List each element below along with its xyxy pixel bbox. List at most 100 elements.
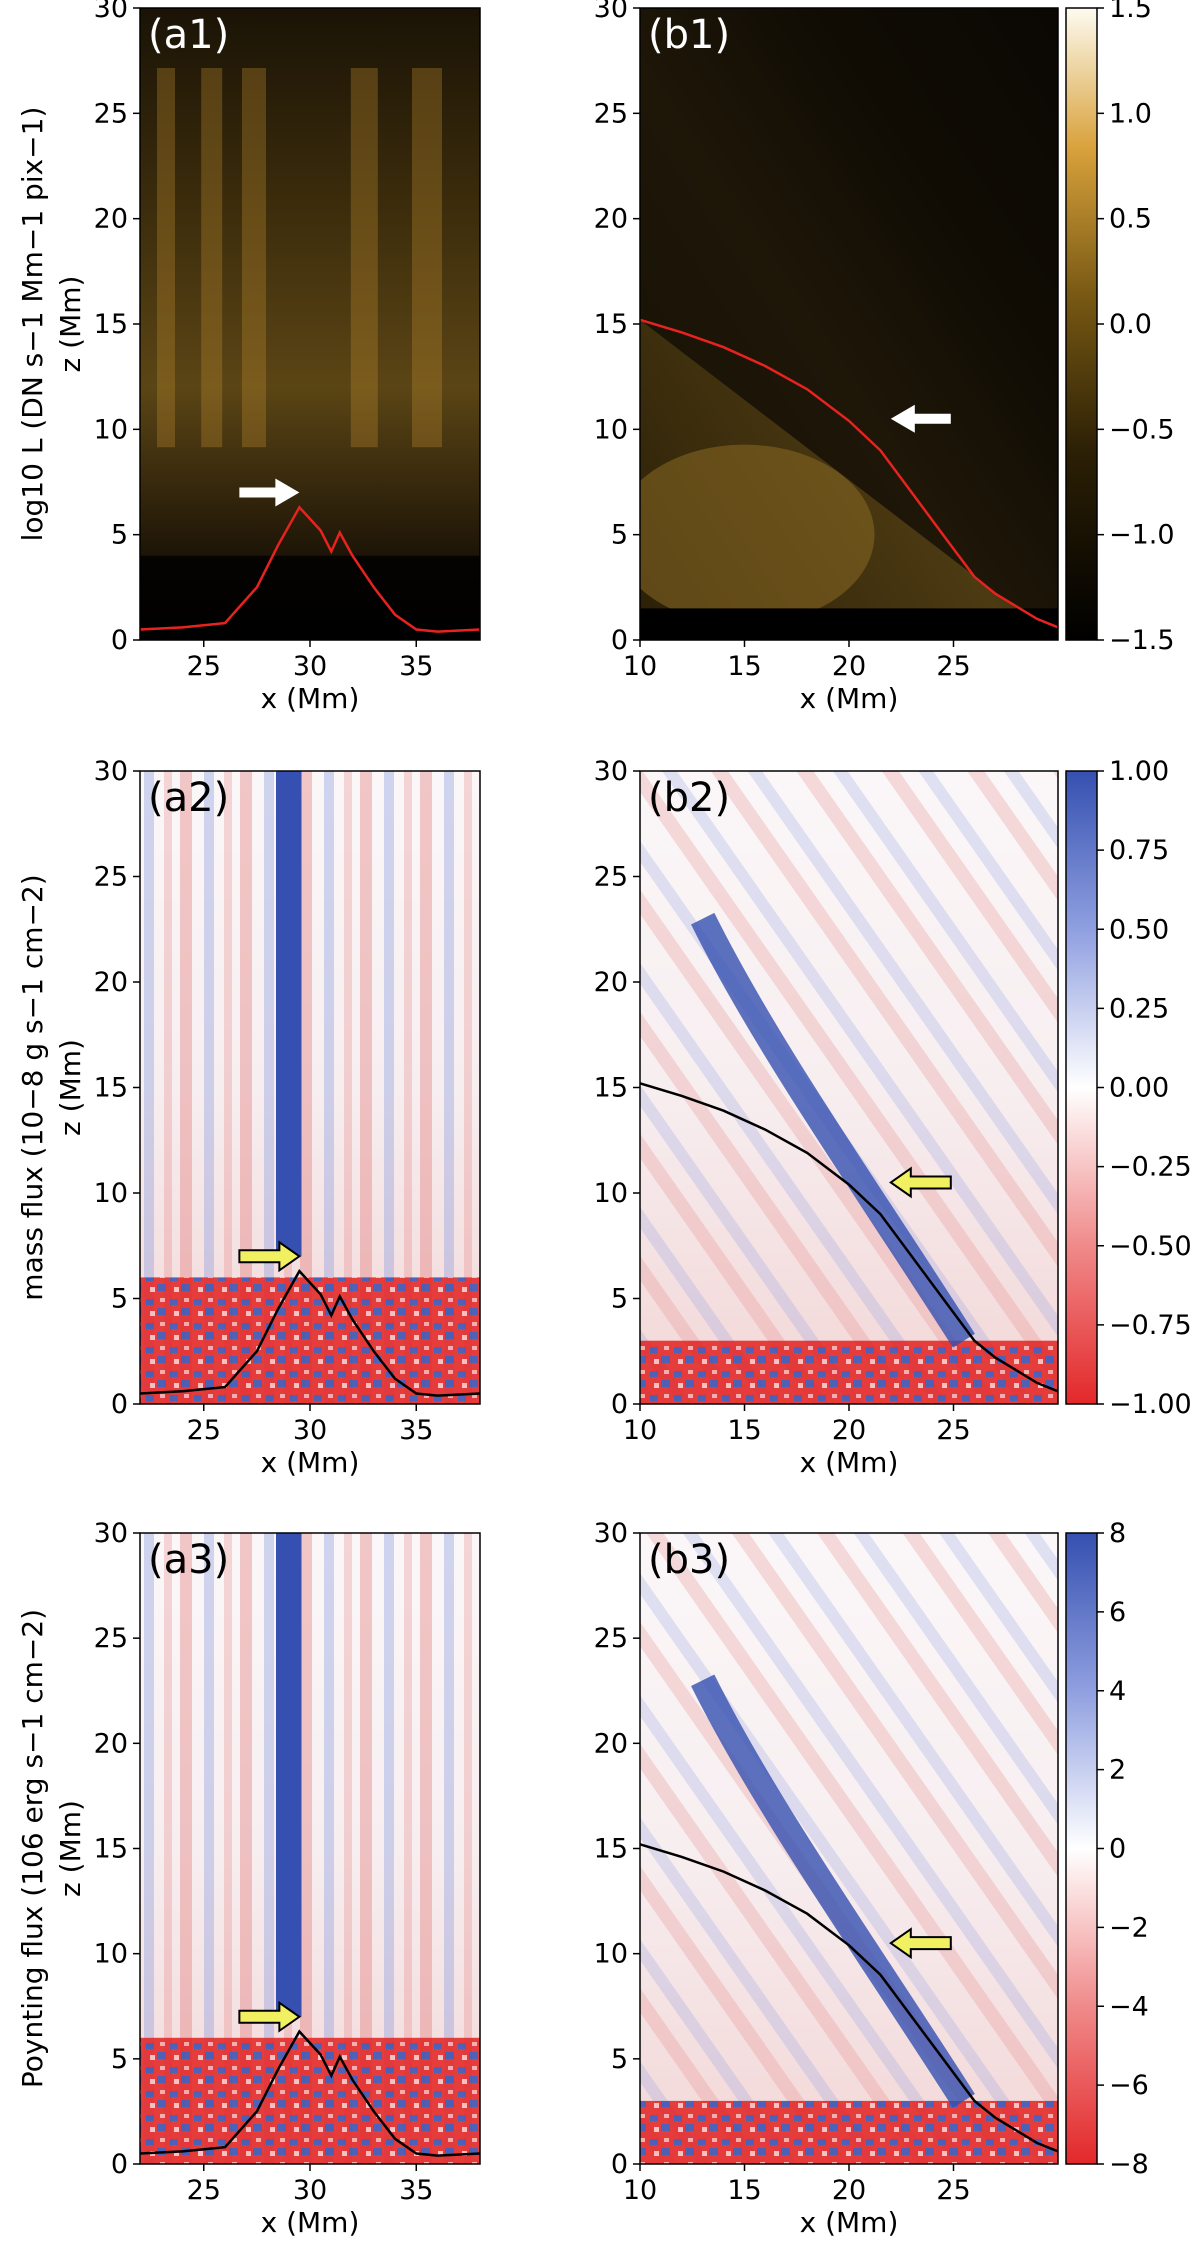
colorbar-fill-row3: [1065, 1532, 1098, 2165]
colorbar-row1: 1.5 1.0 0.5 0.0 −0.5 −1.0 −1.5: [1065, 0, 1175, 656]
xlabel-b3: x (Mm): [800, 2206, 899, 2239]
ytick-label-a1: 10: [94, 414, 128, 445]
ytick-label-a3: 30: [94, 1518, 128, 1549]
turbulent-layer-a2: [140, 1277, 480, 1404]
xtick-label-b3: 15: [727, 2175, 761, 2206]
xtick-label-b3: 10: [623, 2175, 657, 2206]
arrow-b1: [890, 404, 951, 433]
contour-a1: [140, 505, 480, 633]
arrow-a2: [238, 1240, 302, 1273]
ytick-label-b2: 30: [594, 756, 628, 787]
ytick-label-a2: 30: [94, 756, 128, 787]
arrow-b2: [889, 1166, 952, 1199]
jet-b2: [691, 912, 975, 1348]
ytick-label-a3: 25: [94, 1623, 128, 1654]
colorbar-tick-label-row2: 0.75: [1109, 835, 1169, 866]
xtick-label-b2: 10: [623, 1415, 657, 1446]
ytick-label-b2: 10: [594, 1178, 628, 1209]
ytick-label-b3: 0: [611, 2149, 628, 2180]
xtick-label-b1: 15: [727, 651, 761, 682]
ytick-label-a2: 25: [94, 862, 128, 893]
ytick-label-b1: 0: [611, 625, 628, 656]
contour-b3: [640, 1843, 1058, 2153]
colorbar-tick-label-row3: 2: [1109, 1755, 1126, 1786]
panel-label-b3: (b3): [648, 1537, 730, 1583]
ytick-label-a2: 5: [111, 1284, 128, 1315]
base-dark-b1: [640, 608, 1058, 640]
ytick-label-a3: 10: [94, 1939, 128, 1970]
ytick-label-b2: 15: [594, 1073, 628, 1104]
turbulent-layer-b2: [640, 1340, 1058, 1404]
colorbar-tick-label-row3: −2: [1109, 1912, 1149, 1943]
xlabel-b1: x (Mm): [800, 682, 899, 715]
colorbar-tick-label-row1: 0.5: [1109, 204, 1152, 235]
contour-b1: [640, 318, 1058, 629]
ytick-label-b1: 10: [594, 414, 628, 445]
xtick-label-a3: 35: [399, 2175, 433, 2206]
ytick-label-a1: 30: [94, 0, 128, 24]
contour-b2: [640, 1082, 1058, 1393]
xtick-label-b2: 25: [936, 1415, 970, 1446]
jet-a2: [276, 771, 302, 1257]
panel-label-b2: (b2): [648, 775, 730, 821]
ytick-label-a2: 20: [94, 967, 128, 998]
loop-glow-b1: [640, 444, 875, 625]
xtick-label-a2: 35: [399, 1415, 433, 1446]
colorbar-tick-label-row2: 0.50: [1109, 914, 1169, 945]
ytick-label-a1: 25: [94, 98, 128, 129]
colorbar-tick-label-row3: 8: [1109, 1518, 1126, 1549]
xtick-label-a1: 25: [187, 651, 221, 682]
xtick-label-a2: 30: [293, 1415, 327, 1446]
plume-a1: [242, 68, 266, 448]
heatmap-b3: [640, 1533, 1058, 2164]
xtick-label-b1: 25: [936, 651, 970, 682]
colorbar-tick-label-row2: 0.25: [1109, 993, 1169, 1024]
colorbar-tick-label-row3: −6: [1109, 2070, 1149, 2101]
arrow-b3: [889, 1927, 952, 1960]
quantity-label-row1: log10 L (DN s−1 Mm−1 pix−1): [16, 107, 49, 542]
colorbar-tick-label-row1: 1.0: [1109, 98, 1152, 129]
colorbar-row2: 1.00 0.75 0.50 0.25 0.00 −0.25 −0.50 −0.75 −1.00: [1065, 756, 1192, 1420]
ytick-label-a1: 20: [94, 204, 128, 235]
xlabel-b2: x (Mm): [800, 1446, 899, 1479]
colorbar-tick-label-row3: −4: [1109, 1991, 1149, 2022]
xtick-label-a3: 30: [293, 2175, 327, 2206]
ylabel-a3: z (Mm): [54, 1800, 87, 1897]
ytick-label-b3: 10: [594, 1939, 628, 1970]
quantity-label-row3: Poynting flux (106 erg s−1 cm−2): [16, 1609, 49, 2088]
turbulent-layer-a3: [140, 2037, 480, 2164]
xtick-label-b2: 20: [832, 1415, 866, 1446]
colorbar-tick-label-row1: −1.0: [1109, 520, 1175, 551]
ytick-label-b2: 20: [594, 967, 628, 998]
panel-a3: (a3) 0 5 10 15 20 25 30 25 30 35 x (Mm) z (Mm)Poynti…: [16, 1518, 481, 2239]
ytick-label-b2: 0: [611, 1389, 628, 1420]
upper-dark-b1: [640, 8, 1058, 640]
streaks-b3: [640, 1533, 1058, 2164]
xtick-label-b1: 10: [623, 651, 657, 682]
colorbar-tick-label-row3: −8: [1109, 2149, 1149, 2180]
heatmap-b2: [640, 771, 1058, 1404]
heatmap-a1: [140, 8, 480, 640]
plume-a1: [157, 68, 175, 448]
panel-b2: (b2) 0 5 10 15 20 25 30 10 15 20 25 x (Mm): [594, 756, 1059, 1479]
ytick-label-b1: 20: [594, 204, 628, 235]
ylabel-a1: z (Mm): [54, 276, 87, 373]
colorbar-tick-label-row2: −0.75: [1109, 1310, 1192, 1341]
colorbar-tick-label-row3: 4: [1109, 1676, 1126, 1707]
ytick-label-b2: 5: [611, 1284, 628, 1315]
contour-a3: [140, 2029, 480, 2157]
panel-label-a1: (a1): [148, 12, 229, 58]
xtick-label-b3: 25: [936, 2175, 970, 2206]
colorbar-fill-row1: [1065, 7, 1098, 641]
ytick-label-a2: 10: [94, 1178, 128, 1209]
ytick-label-b3: 5: [611, 2044, 628, 2075]
ytick-label-a3: 15: [94, 1834, 128, 1865]
arrow-a1: [239, 478, 300, 507]
panel-a2: (a2) 0 5 10 15 20 25 30 25 30 35 x (Mm) z (Mm)mass f…: [16, 756, 481, 1479]
heatmap-a3: [140, 1533, 480, 2164]
ytick-label-a1: 15: [94, 309, 128, 340]
arrow-a3: [238, 2000, 302, 2033]
streaks-b2: [640, 771, 1058, 1404]
xtick-label-b3: 20: [832, 2175, 866, 2206]
